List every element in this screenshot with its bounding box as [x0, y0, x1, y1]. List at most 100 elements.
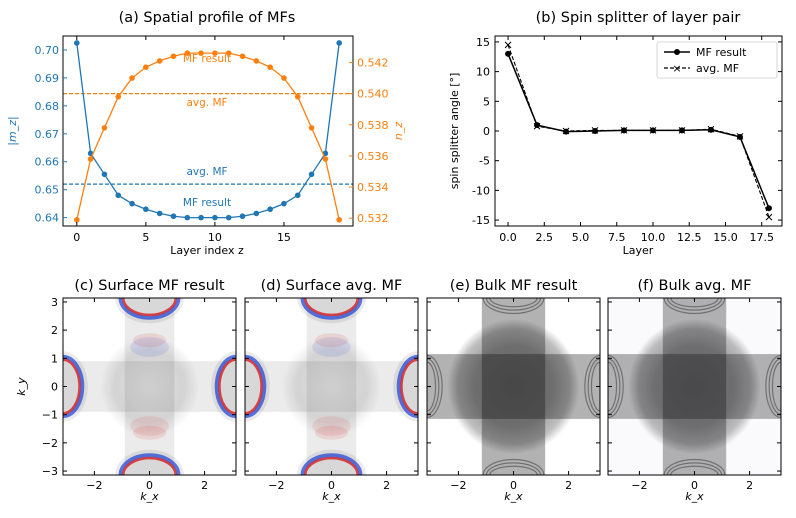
- x-tick-label: 0: [73, 231, 80, 244]
- y-tick-label-right: 0.536: [357, 150, 389, 163]
- y-tick-label: -15: [472, 214, 490, 227]
- x-tick-label: 2: [383, 479, 390, 492]
- bulk-edge-arc: [485, 462, 542, 475]
- x-tick-label: 0: [328, 479, 335, 492]
- series-blue-point: [101, 171, 108, 178]
- bulk-corner-hole: [427, 419, 483, 475]
- surface-corner-hole: [183, 298, 236, 351]
- series-orange-point: [322, 156, 329, 162]
- series-blue-point: [225, 214, 232, 221]
- series-orange-point: [87, 156, 94, 162]
- series-mf-result-point: [736, 133, 743, 140]
- surface-corner-hole: [365, 422, 418, 475]
- panel-a-axes: 0 5 10 15 0.64 0.65 0.66 0.67 0.68 0.69 0.70 0.532 0…: [35, 36, 389, 244]
- surface-central-region: [281, 335, 382, 438]
- x-tick-label: −2: [86, 479, 102, 492]
- y-tick-label: −2: [42, 437, 58, 450]
- panel-a-title: (a) Spatial profile of MFs: [119, 10, 296, 26]
- panel-a-ylabel-right: n_z: [392, 122, 405, 140]
- surface-red-arc: [122, 298, 177, 317]
- bulk-edge-arc: [666, 462, 723, 475]
- panel-b-plot-area: [504, 41, 773, 221]
- heatmap-xlabel: k_x: [322, 490, 341, 503]
- x-tick-label: 0.0: [499, 231, 517, 244]
- surface-red-arc: [218, 358, 236, 415]
- surface-blue-arc: [118, 298, 181, 320]
- y-tick-label-left: 0.68: [35, 100, 60, 113]
- y-tick-label-left: 0.66: [35, 156, 60, 169]
- surface-edge-pocket: [297, 298, 366, 324]
- series-orange-point: [336, 216, 342, 223]
- x-tick-label: 2.5: [536, 231, 554, 244]
- panel-b-xlabel: Layer: [623, 244, 654, 257]
- bulk-horizontal-band: [608, 354, 781, 419]
- surface-red-tint: [312, 416, 351, 436]
- x-tick-label: 7.5: [608, 231, 626, 244]
- series-mf-result-point: [563, 128, 570, 135]
- surface-blue-arc: [245, 354, 267, 419]
- series-blue-point: [294, 192, 301, 199]
- surface-red-arc: [304, 298, 359, 317]
- surface-horizontal-band: [63, 361, 236, 412]
- bulk-central-region: [628, 318, 761, 455]
- x-tick-label: −2: [268, 479, 284, 492]
- panel-a-ylabel-left: |m_z|: [6, 116, 19, 145]
- legend-label-avg-mf: avg. MF: [696, 62, 739, 75]
- y-tick-label-right: 0.534: [357, 181, 389, 194]
- bulk-tint: [608, 298, 781, 475]
- bulk-edge-arc: [489, 298, 538, 308]
- bulk-edge-arc: [587, 358, 600, 415]
- surface-red-arc: [400, 358, 418, 415]
- bulk-corner-hole: [427, 298, 483, 354]
- series-mf-result-point: [765, 205, 772, 212]
- series-orange-point: [156, 58, 163, 64]
- series-orange-line: [76, 52, 340, 220]
- annotation-orange-mf-result: MF result: [183, 53, 231, 65]
- series-orange-point: [308, 125, 315, 131]
- x-tick-label: 10: [208, 231, 222, 244]
- bulk-corner-hole: [544, 298, 600, 354]
- x-tick-label: 2: [746, 479, 753, 492]
- series-blue-point: [115, 192, 122, 199]
- series-orange-point: [267, 64, 273, 70]
- bulk-edge-arc: [590, 361, 600, 412]
- series-blue-point: [129, 200, 135, 207]
- surface-corner-hole: [245, 422, 298, 475]
- y-tick-label-right: 0.540: [357, 88, 389, 101]
- panel-a-frame: [62, 35, 354, 227]
- surface-red-tint: [314, 425, 349, 440]
- y-tick-label: 15: [476, 36, 490, 49]
- bulk-edge-arc: [482, 458, 545, 475]
- x-tick-label: −2: [631, 479, 647, 492]
- bulk-corner-hole: [608, 419, 664, 475]
- panel-b-title: (b) Spin splitter of layer pair: [536, 10, 741, 26]
- panel-b-ylabel: spin splitter angle [°]: [448, 73, 461, 190]
- heatmap-title: (d) Surface avg. MF: [261, 278, 403, 294]
- y-tick-label-left: 0.65: [35, 184, 60, 197]
- surface-blue-arc: [63, 354, 85, 419]
- heatmap-title: (c) Surface MF result: [74, 278, 225, 294]
- series-mf-result-line: [507, 53, 770, 209]
- series-mf-result-point: [534, 122, 541, 129]
- series-blue-point: [143, 206, 149, 213]
- series-orange-point: [129, 75, 135, 81]
- series-orange-point: [184, 50, 191, 56]
- series-mf-result-point: [592, 128, 599, 134]
- heatmap-title: (f) Bulk avg. MF: [638, 278, 752, 294]
- series-blue-point: [239, 213, 246, 220]
- series-orange-point: [74, 216, 80, 223]
- heatmap-xlabel: k_x: [140, 490, 159, 503]
- heatmap-xlabel: k_x: [504, 490, 523, 503]
- series-orange-point: [253, 58, 260, 64]
- heatmap-xlabel: k_x: [685, 490, 704, 503]
- series-blue-point: [156, 210, 163, 217]
- legend-marker-mf-result: [674, 49, 680, 55]
- panel-heatmap-d: (d) Surface avg. MF −2 0 2 k_x: [244, 278, 419, 503]
- y-tick-label-left: 0.69: [35, 72, 60, 85]
- surface-edge-pocket: [393, 351, 418, 422]
- series-blue-point: [184, 214, 191, 221]
- series-blue-line: [76, 42, 340, 219]
- x-tick-label: 2: [201, 479, 208, 492]
- x-tick-label: 0: [146, 479, 153, 492]
- surface-vertical-band: [124, 298, 175, 475]
